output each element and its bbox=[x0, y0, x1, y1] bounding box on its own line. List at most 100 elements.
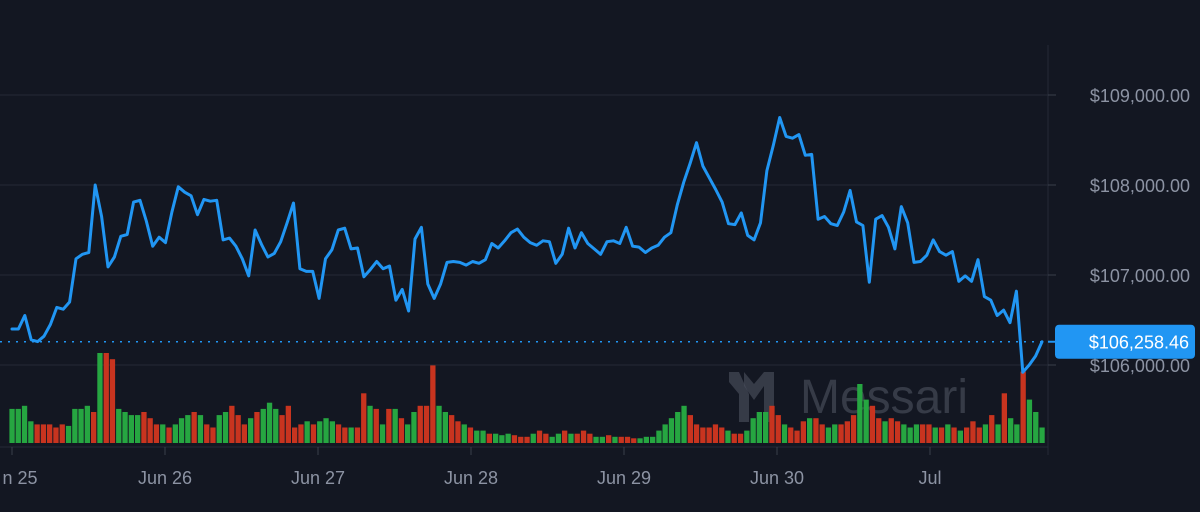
volume-bar bbox=[386, 408, 392, 443]
volume-bar bbox=[254, 412, 260, 443]
volume-bar bbox=[373, 408, 379, 443]
volume-bar bbox=[166, 427, 172, 443]
volume-bar bbox=[599, 436, 605, 443]
time-tick-label: Jul bbox=[918, 468, 941, 488]
volume-bar bbox=[536, 430, 543, 443]
volume-bar bbox=[938, 427, 945, 443]
volume-bar bbox=[141, 412, 147, 443]
volume-bar bbox=[405, 424, 411, 443]
volume-bar bbox=[103, 353, 109, 443]
volume-bar bbox=[493, 433, 499, 443]
volume-bar bbox=[530, 433, 536, 443]
volume-bar bbox=[417, 405, 423, 443]
volume-bar bbox=[951, 427, 957, 443]
volume-bar bbox=[675, 412, 681, 443]
volume-bar bbox=[888, 418, 894, 443]
price-line bbox=[10, 116, 1044, 374]
time-tick-label: Jun 27 bbox=[291, 468, 345, 488]
volume-bar bbox=[756, 412, 762, 443]
volume-bar bbox=[72, 408, 78, 443]
volume-bar bbox=[15, 408, 21, 443]
volume-bar bbox=[455, 421, 461, 443]
volume-bar bbox=[216, 415, 222, 443]
volume-bar bbox=[555, 433, 562, 443]
price-tick-label: $106,000.00 bbox=[1090, 356, 1190, 376]
time-tick-label: Jun 28 bbox=[444, 468, 498, 488]
volume-bar bbox=[40, 424, 47, 443]
volume-bar bbox=[763, 412, 769, 443]
volume-bar bbox=[260, 408, 266, 443]
volume-bar bbox=[78, 408, 84, 443]
volume-bar bbox=[292, 427, 298, 443]
volume-bar bbox=[606, 435, 612, 443]
volume-bar bbox=[549, 436, 555, 443]
time-tick-label: Jun 30 bbox=[750, 468, 804, 488]
price-axis: $106,000.00 $107,000.00 $108,000.00 $109,00… bbox=[1048, 86, 1190, 376]
volume-bar bbox=[197, 415, 204, 443]
volume-bar bbox=[869, 405, 876, 443]
volume-bar bbox=[926, 424, 932, 443]
volume-bar bbox=[857, 384, 863, 443]
volume-bar bbox=[122, 412, 128, 443]
volume-bar bbox=[273, 408, 279, 443]
volume-bar bbox=[863, 399, 869, 443]
volume-bar bbox=[524, 436, 530, 443]
volume-bar bbox=[989, 415, 995, 443]
volume-bar bbox=[568, 433, 574, 443]
volume-bar bbox=[832, 424, 838, 443]
volume-bar bbox=[348, 427, 354, 443]
volume-bar bbox=[222, 412, 229, 443]
volume-bar bbox=[210, 427, 216, 443]
volume-bar bbox=[731, 433, 737, 443]
volume-bar bbox=[65, 425, 72, 443]
volume-bar bbox=[693, 424, 700, 443]
volume-bar bbox=[172, 424, 178, 443]
volume-bar bbox=[84, 405, 90, 443]
volume-bar bbox=[342, 427, 348, 443]
volume-bar bbox=[329, 421, 335, 443]
volume-bar bbox=[505, 433, 511, 443]
volume-bar bbox=[687, 415, 693, 443]
volume-bar bbox=[920, 424, 926, 443]
volume-bar bbox=[807, 418, 813, 443]
volume-bar bbox=[511, 435, 518, 443]
volume-bar bbox=[449, 415, 455, 443]
volume-bar bbox=[982, 424, 989, 443]
volume-bar bbox=[59, 424, 65, 443]
volume-bar bbox=[882, 421, 888, 443]
volume-bar bbox=[248, 418, 254, 443]
volume-bar bbox=[436, 405, 442, 443]
volume-bar bbox=[612, 436, 618, 443]
volume-bar bbox=[47, 424, 53, 443]
volume-bar bbox=[135, 415, 141, 443]
volume-bar bbox=[1001, 393, 1007, 443]
volume-bar bbox=[229, 405, 235, 443]
volume-bar bbox=[618, 436, 624, 443]
volume-bar bbox=[706, 427, 712, 443]
volume-bar bbox=[185, 415, 191, 443]
volume-bar bbox=[398, 418, 405, 443]
volume-bar bbox=[279, 415, 285, 443]
volume-bar bbox=[423, 405, 430, 443]
volume-bar bbox=[317, 421, 323, 443]
volume-bar bbox=[21, 405, 28, 443]
last-price-indicator: $106,258.46 bbox=[0, 324, 1195, 359]
last-price-label-bg bbox=[1055, 324, 1195, 359]
price-tick-label: $109,000.00 bbox=[1090, 86, 1190, 106]
messari-watermark: Messari bbox=[729, 371, 968, 424]
volume-bar bbox=[775, 415, 781, 443]
volume-bar bbox=[850, 415, 857, 443]
price-tick-label: $108,000.00 bbox=[1090, 176, 1190, 196]
volume-bar bbox=[1014, 424, 1020, 443]
volume-bar bbox=[34, 424, 40, 443]
volume-bar bbox=[379, 424, 386, 443]
volume-bar bbox=[335, 424, 342, 443]
volume-bar bbox=[1020, 371, 1026, 443]
volume-bar bbox=[266, 402, 273, 443]
volume-bar bbox=[91, 412, 97, 443]
volume-bar bbox=[800, 421, 806, 443]
volume-bar bbox=[781, 424, 788, 443]
volume-bar bbox=[304, 421, 310, 443]
volume-bar bbox=[1008, 418, 1014, 443]
